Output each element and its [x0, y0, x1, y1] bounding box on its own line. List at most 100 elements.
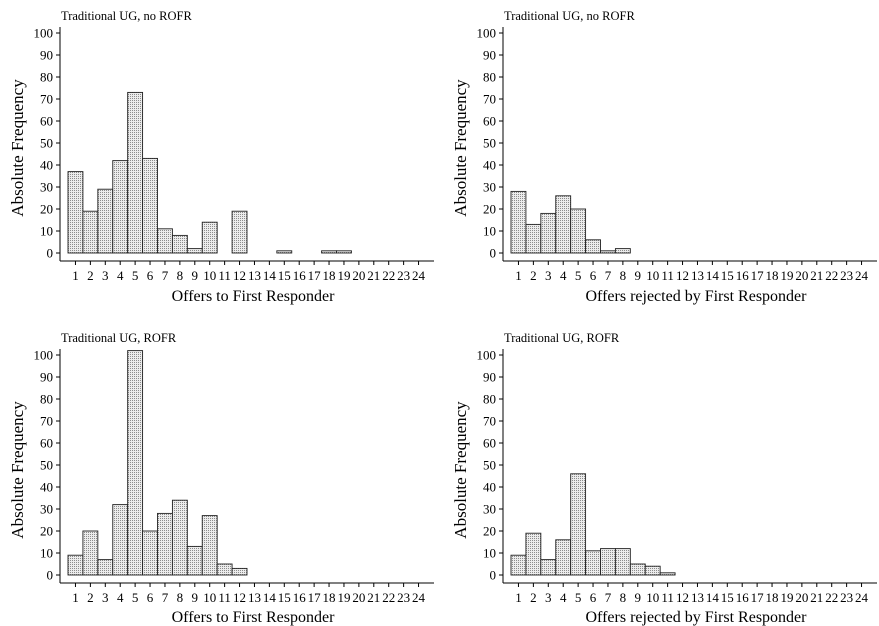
x-tick-label: 4 [560, 268, 567, 283]
y-tick-label: 90 [40, 48, 53, 63]
x-tick-label: 23 [840, 268, 853, 283]
bar-7 [600, 250, 616, 254]
x-tick-label: 20 [352, 268, 365, 283]
bar-8 [171, 234, 188, 254]
x-tick-label: 4 [117, 268, 124, 283]
x-tick-label: 23 [397, 268, 410, 283]
x-tick-label: 24 [412, 268, 426, 283]
bar-2 [525, 223, 542, 254]
x-tick-label: 4 [117, 590, 124, 605]
x-tick-label: 10 [203, 268, 216, 283]
y-tick-label: 30 [483, 502, 496, 517]
panel-title: Traditional UG, ROFR [504, 331, 620, 345]
bar-1 [510, 190, 527, 254]
x-tick-label: 11 [661, 590, 674, 605]
bar-12 [231, 210, 248, 254]
x-tick-label: 2 [530, 590, 537, 605]
bar-10 [201, 221, 218, 254]
y-tick-label: 10 [483, 546, 496, 561]
bar-11 [659, 572, 676, 576]
x-tick-label: 17 [308, 590, 322, 605]
bar-1 [67, 554, 84, 576]
y-axis-label: Absolute Frequency [8, 401, 27, 539]
x-tick-label: 18 [766, 590, 779, 605]
bar-18 [321, 250, 337, 254]
x-tick-label: 13 [248, 590, 261, 605]
x-tick-label: 17 [751, 590, 765, 605]
y-tick-label: 70 [483, 92, 496, 107]
bar-3 [97, 559, 114, 576]
x-tick-label: 13 [248, 268, 261, 283]
y-tick-label: 50 [40, 458, 53, 473]
bar-4 [555, 195, 572, 254]
bar-3 [540, 212, 557, 254]
x-tick-label: 22 [382, 590, 395, 605]
x-tick-label: 3 [102, 268, 109, 283]
x-tick-label: 11 [661, 268, 674, 283]
y-tick-label: 20 [40, 524, 53, 539]
x-tick-label: 19 [780, 590, 793, 605]
x-tick-label: 20 [352, 590, 365, 605]
bar-8 [171, 499, 188, 576]
x-tick-label: 21 [367, 590, 380, 605]
x-tick-label: 1 [515, 268, 522, 283]
bar-9 [186, 248, 203, 254]
x-tick-label: 21 [810, 590, 823, 605]
y-tick-label: 100 [34, 26, 54, 41]
panel-title: Traditional UG, no ROFR [61, 9, 192, 23]
x-tick-label: 22 [382, 268, 395, 283]
x-tick-label: 5 [575, 590, 582, 605]
x-tick-label: 12 [233, 268, 246, 283]
x-tick-label: 14 [263, 268, 277, 283]
bar-7 [157, 512, 173, 576]
y-tick-label: 20 [40, 202, 53, 217]
x-tick-label: 21 [810, 268, 823, 283]
y-tick-label: 30 [483, 180, 496, 195]
x-tick-label: 8 [620, 268, 627, 283]
y-tick-label: 80 [40, 70, 53, 85]
x-tick-label: 3 [545, 590, 552, 605]
bar-9 [629, 563, 646, 576]
y-tick-label: 30 [40, 180, 53, 195]
x-tick-label: 20 [795, 268, 808, 283]
y-tick-label: 80 [483, 392, 496, 407]
bar-9 [186, 545, 203, 576]
bar-7 [600, 548, 616, 576]
x-tick-label: 14 [263, 590, 277, 605]
x-tick-label: 1 [72, 268, 79, 283]
x-tick-label: 18 [323, 268, 336, 283]
x-tick-label: 17 [308, 268, 322, 283]
bar-6 [142, 157, 158, 254]
x-tick-label: 16 [736, 590, 750, 605]
chart-panel-4: Traditional UG, ROFR 0 10 20 30 40 50 60 70 80 90 1… [451, 331, 877, 626]
y-tick-label: 100 [477, 26, 497, 41]
x-tick-label: 2 [87, 268, 94, 283]
x-tick-label: 11 [218, 268, 231, 283]
x-tick-label: 8 [177, 590, 184, 605]
x-tick-label: 15 [721, 268, 734, 283]
y-tick-label: 30 [40, 502, 53, 517]
y-tick-label: 10 [40, 546, 53, 561]
x-tick-label: 19 [337, 590, 350, 605]
y-axis-label: Absolute Frequency [8, 79, 27, 217]
x-tick-label: 3 [545, 268, 552, 283]
x-axis-label: Offers to First Responder [172, 609, 335, 626]
y-tick-label: 70 [483, 414, 496, 429]
x-tick-label: 7 [605, 590, 612, 605]
x-axis-label: Offers to First Responder [172, 288, 335, 305]
bar-6 [585, 239, 601, 254]
x-tick-label: 9 [192, 590, 199, 605]
x-tick-label: 19 [337, 268, 350, 283]
y-axis-label: Absolute Frequency [451, 79, 470, 217]
y-tick-label: 100 [34, 348, 54, 363]
x-tick-label: 21 [367, 268, 380, 283]
x-tick-label: 13 [691, 268, 704, 283]
bar-8 [614, 548, 631, 576]
y-tick-label: 40 [40, 480, 53, 495]
bar-4 [112, 160, 129, 254]
y-tick-label: 20 [483, 524, 496, 539]
panel-title: Traditional UG, no ROFR [504, 9, 635, 23]
x-tick-label: 7 [605, 268, 612, 283]
y-tick-label: 80 [40, 392, 53, 407]
x-tick-label: 18 [766, 268, 779, 283]
